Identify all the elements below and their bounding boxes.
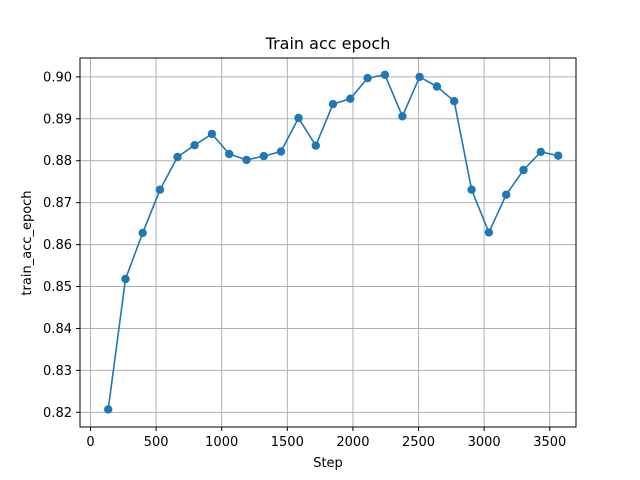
data-point bbox=[432, 82, 442, 91]
data-point bbox=[415, 72, 424, 82]
data-point bbox=[398, 112, 407, 121]
data-point bbox=[328, 99, 338, 109]
data-point bbox=[519, 165, 528, 175]
y-tick-label: 0.90 bbox=[43, 70, 72, 85]
data-point bbox=[276, 147, 286, 156]
data-point bbox=[380, 70, 390, 80]
data-point bbox=[173, 152, 182, 162]
x-axis-label: Step bbox=[313, 456, 343, 471]
data-point bbox=[311, 141, 320, 150]
data-series bbox=[104, 70, 563, 414]
data-point bbox=[467, 185, 476, 194]
data-point bbox=[155, 185, 165, 194]
grid-lines bbox=[80, 58, 576, 427]
data-point bbox=[536, 147, 545, 157]
data-point bbox=[104, 405, 113, 414]
x-tick-label: 3000 bbox=[468, 435, 501, 450]
data-point bbox=[346, 94, 355, 103]
y-tick-label: 0.84 bbox=[43, 322, 72, 337]
axis-ticks: 0 500 1000 1500 2000 2500 3000 3500 0.82 0.83 0.84… bbox=[43, 70, 566, 450]
x-tick-label: 1500 bbox=[271, 435, 304, 450]
data-point bbox=[207, 129, 217, 139]
data-point bbox=[138, 228, 147, 238]
data-point bbox=[190, 141, 199, 150]
y-tick-label: 0.88 bbox=[43, 154, 72, 169]
x-tick-label: 500 bbox=[144, 435, 169, 450]
x-tick-label: 3500 bbox=[533, 435, 566, 450]
data-point bbox=[225, 149, 234, 159]
y-tick-label: 0.82 bbox=[43, 406, 72, 421]
chart-title: Train acc epoch bbox=[265, 34, 391, 53]
data-point bbox=[259, 151, 268, 161]
data-point bbox=[450, 97, 459, 106]
x-tick-label: 0 bbox=[86, 435, 94, 450]
x-tick-label: 2000 bbox=[336, 435, 369, 450]
data-point bbox=[363, 73, 372, 83]
plot-frame bbox=[79, 57, 577, 428]
data-point bbox=[502, 190, 511, 199]
data-point bbox=[484, 228, 494, 237]
y-tick-label: 0.87 bbox=[43, 196, 72, 211]
y-tick-label: 0.85 bbox=[43, 280, 72, 295]
y-tick-label: 0.89 bbox=[43, 112, 72, 127]
x-tick-label: 1000 bbox=[205, 435, 238, 450]
data-point bbox=[242, 155, 251, 165]
data-point bbox=[121, 274, 130, 284]
y-tick-label: 0.86 bbox=[43, 238, 72, 253]
series-line bbox=[107, 74, 559, 410]
data-point bbox=[554, 151, 563, 160]
y-axis-label: train_acc_epoch bbox=[20, 190, 35, 295]
y-tick-label: 0.83 bbox=[43, 364, 72, 379]
x-tick-label: 2500 bbox=[402, 435, 435, 450]
data-point bbox=[294, 113, 303, 123]
